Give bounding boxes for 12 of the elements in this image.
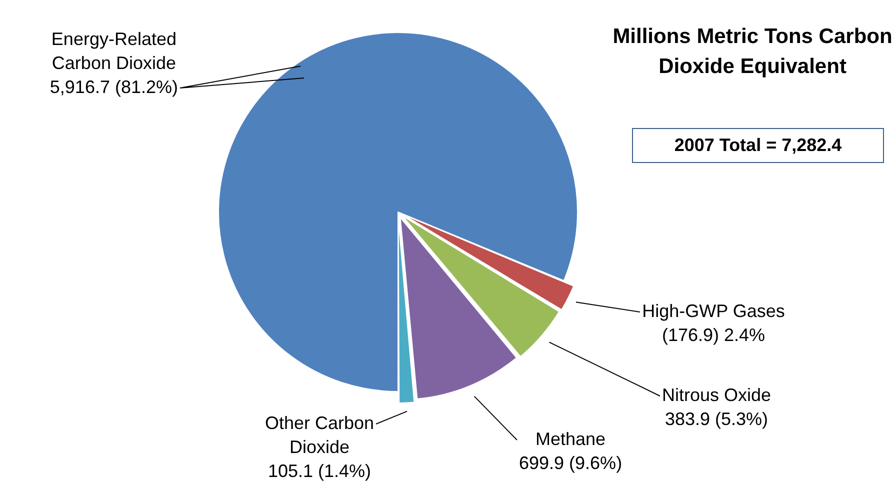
text: 2007 Total = 7,282.4 (632, 128, 884, 163)
chart-title: Millions Metric Tons Carbon Dioxide Equivalent (612, 24, 894, 80)
slice-label: Methane (536, 428, 606, 449)
data-label: 699.9 (9.6%) (519, 452, 622, 473)
data-label: 383.9 (5.3%) (664, 408, 768, 429)
slice-label: High-GWP Gases (642, 300, 785, 321)
data-label: 105.1 (1.4%) (268, 460, 372, 481)
slice-label: Nitrous Oxide (662, 384, 772, 405)
slice-label: Other Carbon Dioxide (264, 412, 374, 457)
data-label: 5,916.7 (81.2%) (50, 76, 178, 97)
data-label: (176.9) 2.4% (662, 324, 766, 345)
slice-label: Energy-Related Carbon Dioxide (51, 28, 176, 73)
